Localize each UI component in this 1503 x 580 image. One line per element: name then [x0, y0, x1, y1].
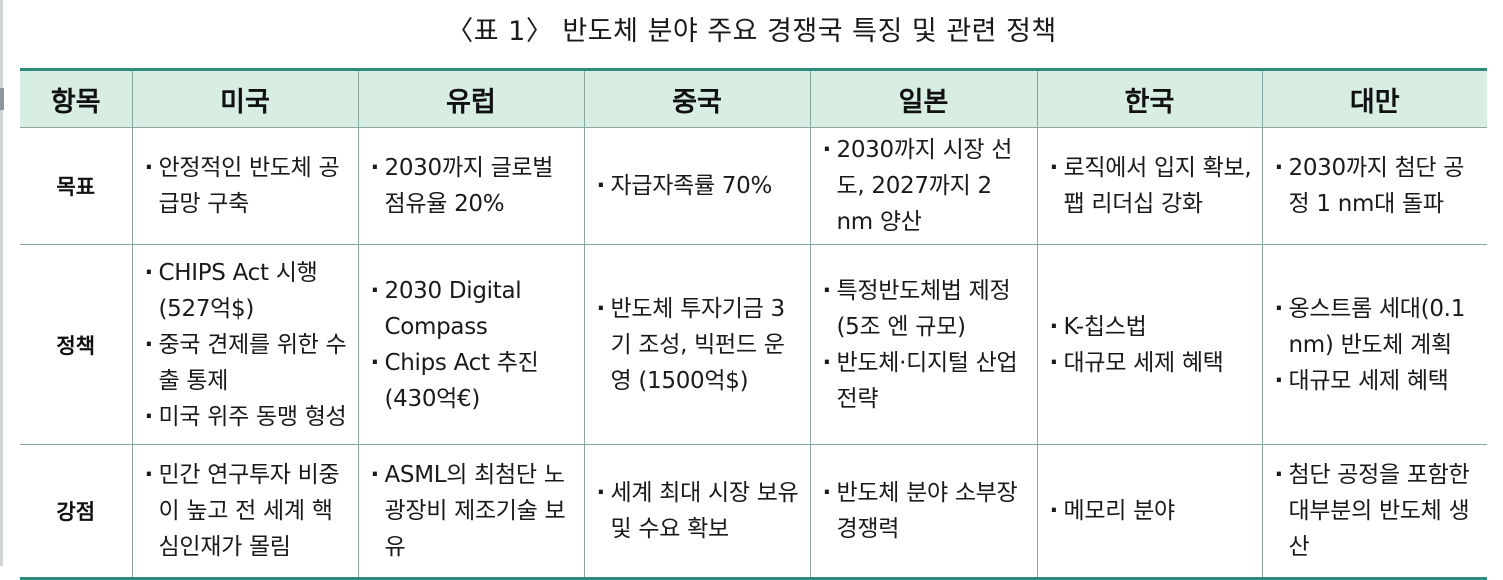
cell-goal-europe: 2030까지 글로벌 점유율 20% [357, 127, 585, 245]
column-header-usa: 미국 [131, 69, 359, 128]
cell-strength-japan: 반도체 분야 소부장 경쟁력 [809, 444, 1038, 579]
bullet-item: K-칩스법 [1048, 309, 1254, 345]
bullet-item: 민간 연구투자 비중이 높고 전 세계 핵심인재가 몰림 [143, 457, 350, 565]
cell-strength-taiwan: 첨단 공정을 포함한 대부분의 반도체 생산 [1261, 444, 1487, 579]
column-header-korea: 한국 [1036, 69, 1263, 128]
bullet-item: 2030까지 글로벌 점유율 20% [369, 150, 576, 222]
page-left-edge [0, 0, 3, 566]
row-label-goal: 목표 [20, 127, 133, 245]
bullet-item: ASML의 최첨단 노광장비 제조기술 보유 [369, 457, 576, 565]
column-header-europe: 유럽 [357, 69, 585, 128]
cell-strength-china: 세계 최대 시장 보유 및 수요 확보 [583, 444, 811, 579]
cell-goal-china: 자급자족률 70% [583, 127, 811, 245]
cell-policy-china: 반도체 투자기금 3기 조성, 빅펀드 운영 (1500억$) [583, 244, 811, 445]
row-label-policy: 정책 [20, 244, 133, 445]
bullet-item: 세계 최대 시장 보유 및 수요 확보 [595, 475, 802, 547]
bullet-item: 첨단 공정을 포함한 대부분의 반도체 생산 [1273, 457, 1480, 565]
bullet-item: 특정반도체법 제정 (5조 엔 규모) [821, 273, 1029, 345]
table-row-policy: 정책 CHIPS Act 시행 (527억$) 중국 견제를 위한 수출 통제 … [20, 244, 1487, 445]
cell-goal-usa: 안정적인 반도체 공급망 구축 [131, 127, 359, 245]
cell-strength-usa: 민간 연구투자 비중이 높고 전 세계 핵심인재가 몰림 [131, 444, 359, 579]
column-header-japan: 일본 [809, 69, 1038, 128]
bullet-item: 중국 견제를 위한 수출 통제 [143, 327, 350, 399]
bullet-item: 메모리 분야 [1048, 493, 1254, 529]
cell-goal-korea: 로직에서 입지 확보, 팹 리더십 강화 [1036, 127, 1263, 245]
table-row-strength: 강점 민간 연구투자 비중이 높고 전 세계 핵심인재가 몰림 ASML의 최첨… [20, 444, 1487, 579]
cell-policy-usa: CHIPS Act 시행 (527억$) 중국 견제를 위한 수출 통제 미국 … [131, 244, 359, 445]
header-row: 항목 미국 유럽 중국 일본 한국 대만 [20, 69, 1487, 128]
bullet-item: 옹스트롬 세대(0.1 nm) 반도체 계획 [1273, 291, 1480, 363]
bullet-item: 2030까지 첨단 공정 1 nm대 돌파 [1273, 150, 1480, 222]
cell-strength-europe: ASML의 최첨단 노광장비 제조기술 보유 [357, 444, 585, 579]
cell-goal-japan: 2030까지 시장 선도, 2027까지 2 nm 양산 [809, 127, 1038, 245]
bullet-item: 대규모 세제 혜택 [1048, 345, 1254, 381]
bullet-item: 2030 Digital Compass [369, 273, 576, 345]
column-header-taiwan: 대만 [1261, 69, 1487, 128]
column-header-china: 중국 [583, 69, 811, 128]
cell-goal-taiwan: 2030까지 첨단 공정 1 nm대 돌파 [1261, 127, 1487, 245]
cell-policy-taiwan: 옹스트롬 세대(0.1 nm) 반도체 계획 대규모 세제 혜택 [1261, 244, 1487, 445]
cell-policy-japan: 특정반도체법 제정 (5조 엔 규모) 반도체·디지털 산업 전략 [809, 244, 1038, 445]
bullet-item: 2030까지 시장 선도, 2027까지 2 nm 양산 [821, 132, 1029, 240]
comparison-table: 항목 미국 유럽 중국 일본 한국 대만 목표 안정적인 반도체 공급망 구축 … [20, 68, 1487, 580]
row-label-strength: 강점 [20, 444, 133, 579]
bullet-item: 자급자족률 70% [595, 168, 802, 204]
bullet-item: Chips Act 추진 (430억€) [369, 345, 576, 417]
page-left-marker [0, 88, 4, 110]
column-header-item: 항목 [20, 69, 133, 128]
bullet-item: CHIPS Act 시행 (527억$) [143, 255, 350, 327]
bullet-item: 안정적인 반도체 공급망 구축 [143, 150, 350, 222]
bullet-item: 대규모 세제 혜택 [1273, 363, 1480, 399]
cell-policy-korea: K-칩스법 대규모 세제 혜택 [1036, 244, 1263, 445]
bullet-item: 로직에서 입지 확보, 팹 리더십 강화 [1048, 150, 1254, 222]
bullet-item: 미국 위주 동맹 형성 [143, 399, 350, 435]
bullet-item: 반도체 분야 소부장 경쟁력 [821, 475, 1029, 547]
cell-strength-korea: 메모리 분야 [1036, 444, 1263, 579]
cell-policy-europe: 2030 Digital Compass Chips Act 추진 (430억€… [357, 244, 585, 445]
table-caption: 〈표 1〉 반도체 분야 주요 경쟁국 특징 및 관련 정책 [446, 16, 1057, 47]
bullet-item: 반도체 투자기금 3기 조성, 빅펀드 운영 (1500억$) [595, 291, 802, 399]
table-row-goal: 목표 안정적인 반도체 공급망 구축 2030까지 글로벌 점유율 20% 자급… [20, 127, 1487, 245]
bullet-item: 반도체·디지털 산업 전략 [821, 345, 1029, 417]
